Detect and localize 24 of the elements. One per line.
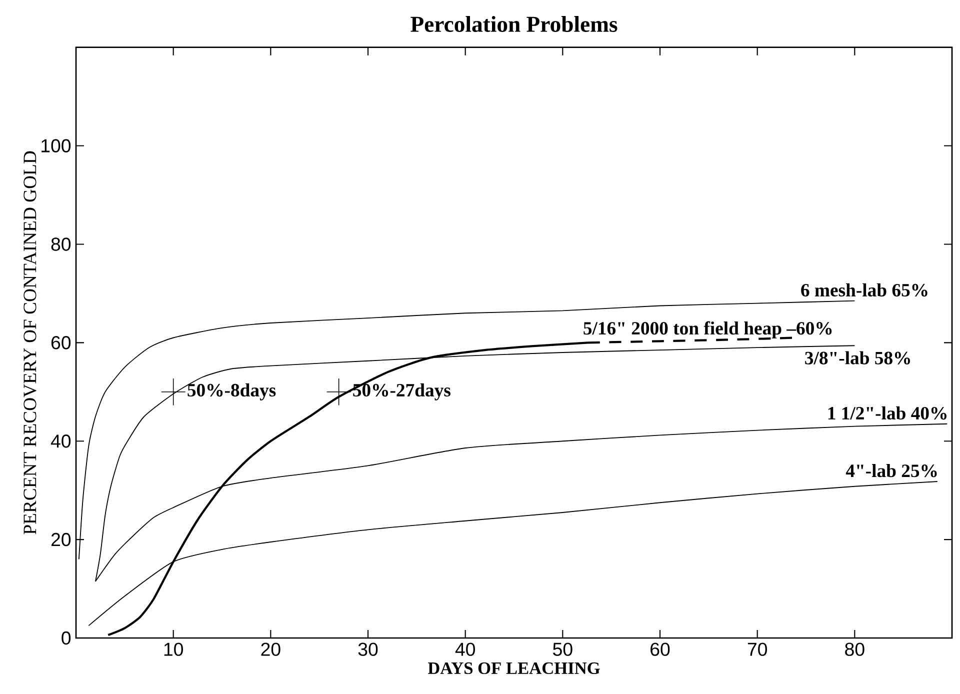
series-label: 6 mesh-lab 65% [801, 283, 928, 297]
chart-title: Percolation Problems [410, 16, 618, 32]
x-tick-label: 40 [455, 642, 475, 656]
series-label: 5/16" 2000 ton field heap –60% [584, 321, 832, 338]
y-tick-label: 40 [50, 434, 71, 448]
y-tick-label: 20 [51, 532, 71, 546]
series-label: 4"-lab 25% [846, 464, 937, 478]
x-tick-label: 60 [650, 642, 670, 656]
x-tick-label: 20 [261, 642, 280, 656]
y-tick-label: 80 [51, 238, 71, 251]
y-tick-label: 100 [42, 139, 71, 152]
x-axis-title: DAYS OF LEACHING [428, 662, 600, 674]
annotation: 50%-27days [353, 383, 450, 400]
x-tick-label: 10 [164, 642, 183, 656]
x-tick-label: 30 [358, 642, 378, 656]
series-label: 1 1/2"-lab 40% [828, 406, 946, 420]
y-tick-label: 0 [62, 631, 71, 645]
x-tick-label: 80 [845, 642, 864, 656]
y-axis-title: PERCENT RECOVERY OF CONTAINED GOLD [24, 151, 36, 534]
x-tick-label: 50 [553, 642, 572, 656]
annotation: 50%-8days [188, 383, 276, 400]
x-tick-label: 70 [748, 642, 767, 656]
y-tick-label: 60 [51, 336, 71, 350]
series-label: 3/8"-lab 58% [805, 351, 910, 364]
